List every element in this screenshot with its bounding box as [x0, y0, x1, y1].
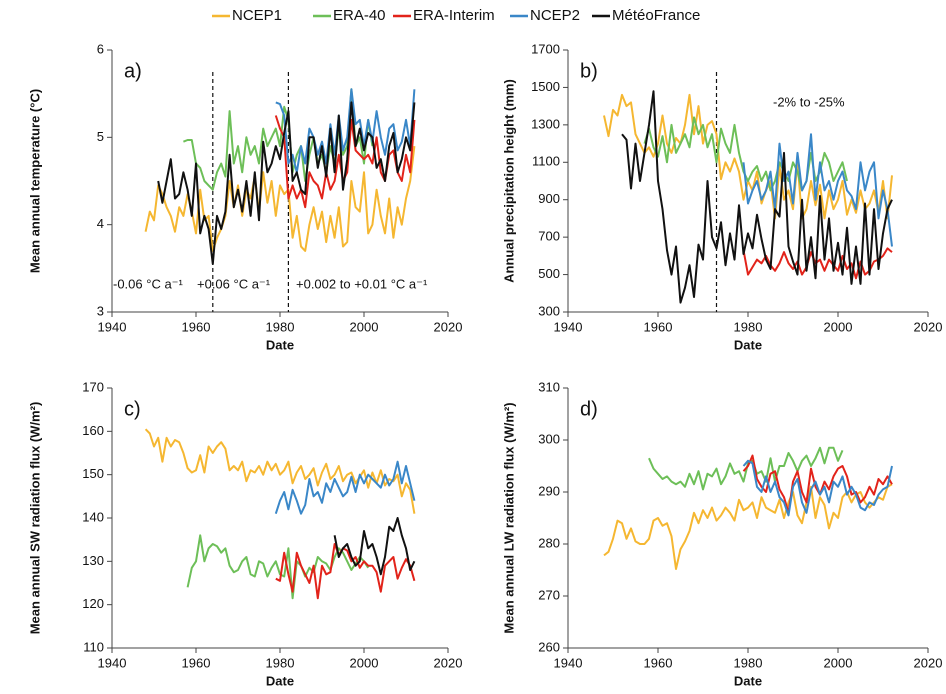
x-tick-label: 1940 [98, 319, 127, 334]
x-tick-label: 1960 [182, 319, 211, 334]
y-tick-label: 140 [82, 509, 104, 524]
y-tick-label: 150 [82, 466, 104, 481]
y-tick-label: 120 [82, 596, 104, 611]
x-tick-label: 2000 [824, 655, 853, 670]
y-axis-title: Mean annual SW radiation flux (W/m²) [27, 402, 42, 635]
y-tick-label: 310 [538, 379, 560, 394]
panel: 1940 1960 1980 2000 2020 260 270 280 290 300 310 Da… [501, 379, 942, 688]
y-tick-label: 290 [538, 483, 560, 498]
y-tick-label: 170 [82, 379, 104, 394]
legend-label: MétéoFrance [612, 7, 700, 24]
y-tick-label: 270 [538, 587, 560, 602]
y-tick-label: 300 [538, 431, 560, 446]
x-tick-label: 2000 [350, 319, 379, 334]
x-axis-title: Date [266, 673, 294, 688]
x-tick-label: 1980 [734, 319, 763, 334]
y-tick-label: 4 [97, 216, 104, 231]
x-tick-label: 2020 [914, 655, 943, 670]
legend-label: ERA-Interim [413, 7, 495, 24]
y-axis-title: Mean annual LW radiation flux (W/m²) [501, 402, 516, 633]
annotation: +0.06 °C a⁻¹ [197, 276, 271, 291]
y-tick-label: 110 [83, 639, 104, 654]
y-tick-label: 6 [97, 41, 104, 56]
y-tick-label: 3 [97, 303, 104, 318]
panel: 1940 1960 1980 2000 2020 300 500 700 900 1100 1300… [501, 41, 942, 352]
y-tick-label: 300 [538, 303, 560, 318]
y-tick-label: 160 [82, 423, 104, 438]
panel-label: a) [124, 60, 142, 82]
series-line [144, 145, 416, 252]
annotation: -2% to -25% [773, 94, 845, 109]
x-axis-title: Date [734, 337, 762, 352]
x-tick-label: 1940 [554, 319, 583, 334]
y-tick-label: 1100 [532, 154, 560, 169]
series-line [742, 459, 893, 517]
x-tick-label: 1980 [734, 655, 763, 670]
series-line [603, 483, 893, 570]
series-line [742, 247, 893, 280]
series-line [648, 446, 844, 491]
x-tick-label: 1940 [98, 655, 127, 670]
x-tick-label: 2020 [434, 319, 463, 334]
x-tick-label: 2000 [350, 655, 379, 670]
annotation: +0.002 to +0.01 °C a⁻¹ [296, 276, 428, 291]
series-line [621, 90, 893, 304]
panel-label: c) [124, 398, 141, 420]
x-tick-label: 1940 [554, 655, 583, 670]
x-axis-title: Date [266, 337, 294, 352]
y-axis-title: Annual precipitation height (mm) [501, 79, 516, 283]
legend-label: ERA-40 [333, 7, 386, 24]
x-tick-label: 1960 [644, 655, 673, 670]
series-line [333, 517, 416, 576]
panel-label: d) [580, 398, 598, 420]
x-tick-label: 2020 [914, 319, 943, 334]
series-line [183, 88, 374, 191]
y-tick-label: 900 [538, 191, 560, 206]
series-line [275, 543, 416, 600]
y-axis-title: Mean annual temperature (°C) [27, 89, 42, 273]
x-tick-label: 1980 [266, 655, 295, 670]
series-line [275, 88, 416, 174]
y-tick-label: 1700 [531, 41, 560, 56]
x-tick-label: 1980 [266, 319, 295, 334]
x-tick-label: 2020 [434, 655, 463, 670]
y-tick-label: 130 [82, 553, 104, 568]
annotation: -0.06 °C a⁻¹ [113, 276, 184, 291]
series-line [186, 534, 370, 600]
y-tick-label: 700 [538, 229, 560, 244]
panel-label: b) [580, 60, 598, 82]
y-tick-label: 260 [538, 639, 560, 654]
legend-label: NCEP2 [530, 7, 580, 24]
x-tick-label: 2000 [824, 319, 853, 334]
y-tick-label: 5 [97, 129, 104, 144]
y-tick-label: 500 [538, 266, 560, 281]
series-line [274, 460, 416, 515]
y-tick-label: 280 [538, 535, 560, 550]
y-tick-label: 1300 [531, 116, 560, 131]
panel: 1940 1960 1980 2000 2020 3 4 5 6 Date Mean annual … [27, 41, 462, 352]
series-line [144, 428, 416, 514]
x-axis-title: Date [734, 673, 762, 688]
x-tick-label: 1960 [644, 319, 673, 334]
series-line [742, 133, 893, 247]
y-tick-label: 1500 [531, 79, 560, 94]
x-tick-label: 1960 [182, 655, 211, 670]
series-line [157, 101, 416, 265]
legend-label: NCEP1 [232, 7, 282, 24]
panel: 1940 1960 1980 2000 2020 110 120 130 140 150 160 17… [27, 379, 462, 688]
